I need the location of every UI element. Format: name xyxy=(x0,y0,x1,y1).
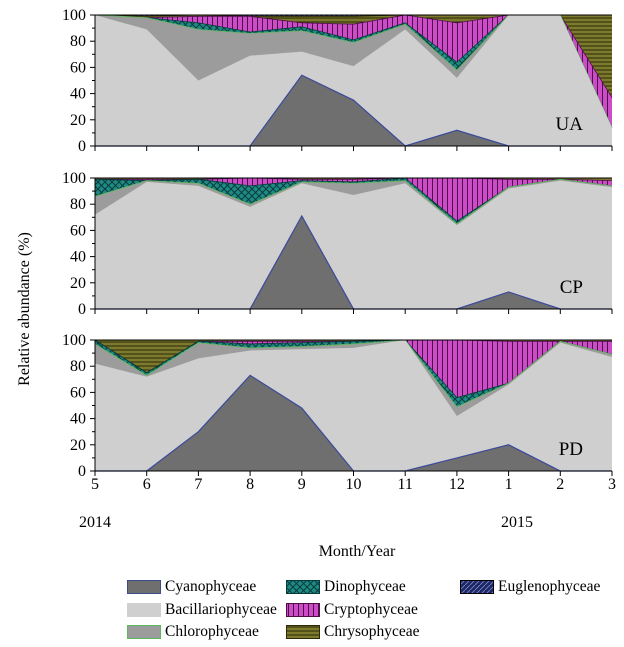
x-tick-label: 8 xyxy=(246,476,254,493)
x-tick-label: 10 xyxy=(346,476,362,493)
x-tick-label: 5 xyxy=(91,476,99,493)
area-ua-cyanophyceae xyxy=(95,75,612,146)
x-tick-label: 9 xyxy=(298,476,306,493)
y-tick-label: 80 xyxy=(70,358,86,375)
x-axis-label: Month/Year xyxy=(319,543,396,560)
x-tick-label: 2 xyxy=(556,476,564,493)
y-tick-label: 100 xyxy=(62,170,86,187)
y-tick-label: 20 xyxy=(70,437,86,454)
area-pd-cyanophyceae xyxy=(95,375,612,471)
y-tick-label: 40 xyxy=(70,86,86,103)
y-tick-label: 80 xyxy=(70,196,86,213)
y-tick-label: 60 xyxy=(70,59,86,76)
panel-label-cp: CP xyxy=(560,277,583,298)
area-cp-bacillariophyceae xyxy=(95,180,612,309)
y-tick-label: 60 xyxy=(70,222,86,239)
x-tick-label: 7 xyxy=(194,476,202,493)
panel-ua: 0 20 40 60 80 100 UA xyxy=(62,7,613,155)
panel-cp: 0 20 40 60 80 100 CP xyxy=(62,170,613,318)
y-tick-label: 100 xyxy=(62,332,86,349)
x-tick-label: 11 xyxy=(397,476,412,493)
x-tick-label: 12 xyxy=(449,476,465,493)
line-cp-chlorophyceae xyxy=(94,178,613,225)
x-tick-label: 1 xyxy=(505,476,513,493)
line-pd-chlorophyceae xyxy=(94,339,613,408)
area-ua-bacillariophyceae xyxy=(95,15,612,146)
panel-label-ua: UA xyxy=(556,114,584,135)
y-tick-label: 0 xyxy=(78,138,86,155)
y-tick-label: 40 xyxy=(70,249,86,266)
y-tick-label: 100 xyxy=(62,7,86,24)
y-tick-label: 40 xyxy=(70,411,86,428)
y-tick-label: 80 xyxy=(70,33,86,50)
x-tick-label: 3 xyxy=(608,476,616,493)
y-tick-label: 60 xyxy=(70,384,86,401)
line-cp-cryptophyceae xyxy=(95,177,613,182)
y-tick-label: 0 xyxy=(78,301,86,318)
year-label-2014: 2014 xyxy=(79,514,111,531)
x-tick-label: 6 xyxy=(143,476,151,493)
panel-label-pd: PD xyxy=(559,439,583,460)
y-tick-label: 0 xyxy=(78,463,86,480)
y-tick-label: 20 xyxy=(70,275,86,292)
y-tick-label: 20 xyxy=(70,112,86,129)
year-label-2015: 2015 xyxy=(501,514,533,531)
y-axis-label: Relative abundance (%) xyxy=(16,232,33,386)
